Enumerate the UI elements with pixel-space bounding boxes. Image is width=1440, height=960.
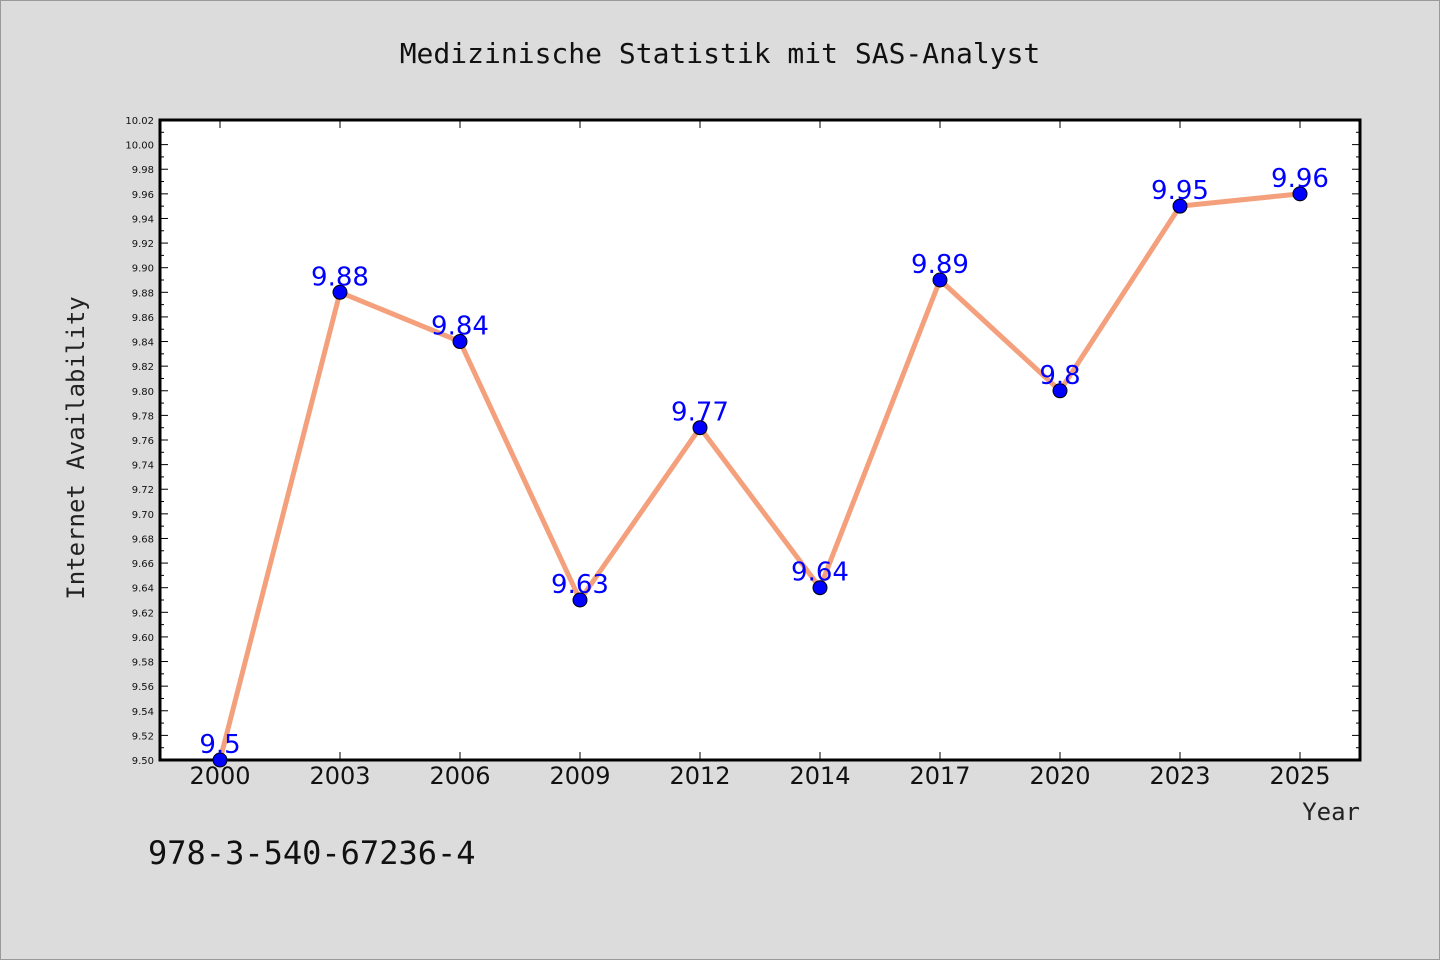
x-tick-label: 2009 <box>549 762 610 790</box>
y-tick-label: 9.78 <box>132 411 154 422</box>
y-tick-label: 9.80 <box>132 387 154 398</box>
data-point <box>572 592 588 608</box>
y-tick-label: 9.88 <box>132 288 154 299</box>
data-label: 9.95 <box>1151 176 1209 206</box>
series-line-layer <box>217 191 1303 763</box>
y-tick-label: 9.76 <box>132 436 154 447</box>
y-tick-label: 9.98 <box>132 165 154 176</box>
y-tick-label: 9.70 <box>132 510 154 521</box>
x-tick-label: 2020 <box>1029 762 1090 790</box>
x-tick-label: 2023 <box>1149 762 1210 790</box>
x-tick-label: 2003 <box>309 762 370 790</box>
x-tick-label: 2017 <box>909 762 970 790</box>
plot-area <box>158 118 1362 762</box>
data-label: 9.77 <box>671 398 729 428</box>
markers-layer <box>212 186 1308 768</box>
y-tick-label: 9.56 <box>132 682 154 693</box>
y-tick-label: 9.58 <box>132 658 154 669</box>
data-point <box>1172 198 1188 214</box>
data-point <box>212 752 228 768</box>
data-label: 9.89 <box>911 250 969 280</box>
x-tick-label: 2025 <box>1269 762 1330 790</box>
data-point <box>692 420 708 436</box>
y-tick-label: 9.50 <box>132 756 154 767</box>
y-tick-label: 9.96 <box>132 190 154 201</box>
y-tick-label: 9.84 <box>132 338 154 349</box>
y-tick-label: 9.82 <box>132 362 154 373</box>
y-tick-label: 9.60 <box>132 633 154 644</box>
y-axis-label: Internet Availability <box>62 296 90 599</box>
data-label: 9.88 <box>311 262 369 292</box>
data-label: 9.84 <box>431 312 489 342</box>
data-point <box>812 580 828 596</box>
y-tick-label: 10.02 <box>125 116 154 127</box>
data-label: 9.96 <box>1271 164 1329 194</box>
y-tick-label: 9.68 <box>132 534 154 545</box>
data-labels-layer: 9.5 9.88 9.84 9.63 9.77 9.64 9.89 9.8 9.95 9.96 <box>199 164 1329 760</box>
y-tick-label: 9.54 <box>132 707 154 718</box>
data-point <box>932 272 948 288</box>
x-tick-label: 2012 <box>669 762 730 790</box>
y-tick-label: 9.90 <box>132 264 154 275</box>
y-tick-label: 9.62 <box>132 608 154 619</box>
chart-title: Medizinische Statistik mit SAS-Analyst <box>400 37 1041 70</box>
data-point <box>452 334 468 350</box>
data-label: 9.8 <box>1039 361 1080 391</box>
y-tick-label: 9.74 <box>132 461 154 472</box>
data-label: 9.5 <box>199 730 240 760</box>
y-tick-label: 9.66 <box>132 559 154 570</box>
data-point <box>1052 383 1068 399</box>
series-line <box>217 191 1303 763</box>
y-tick-label: 10.00 <box>125 141 154 152</box>
y-tick-label: 9.94 <box>132 214 154 225</box>
data-label: 9.64 <box>791 558 849 588</box>
y-axis: 9.50 9.52 9.54 9.56 9.58 9.60 9.62 9.64 9.66 9.68… <box>125 116 1360 767</box>
y-tick-label: 9.92 <box>132 239 154 250</box>
y-tick-label: 9.86 <box>132 313 154 324</box>
data-label: 9.63 <box>551 570 609 600</box>
y-tick-label: 9.72 <box>132 485 154 496</box>
x-tick-label: 2014 <box>789 762 850 790</box>
data-point <box>1292 186 1308 202</box>
data-point <box>332 284 348 300</box>
x-axis-label: Year <box>1302 798 1360 826</box>
isbn-annotation: 978-3-540-67236-4 <box>148 834 476 872</box>
x-tick-label: 2006 <box>429 762 490 790</box>
y-tick-label: 9.64 <box>132 584 154 595</box>
y-tick-label: 9.52 <box>132 731 154 742</box>
